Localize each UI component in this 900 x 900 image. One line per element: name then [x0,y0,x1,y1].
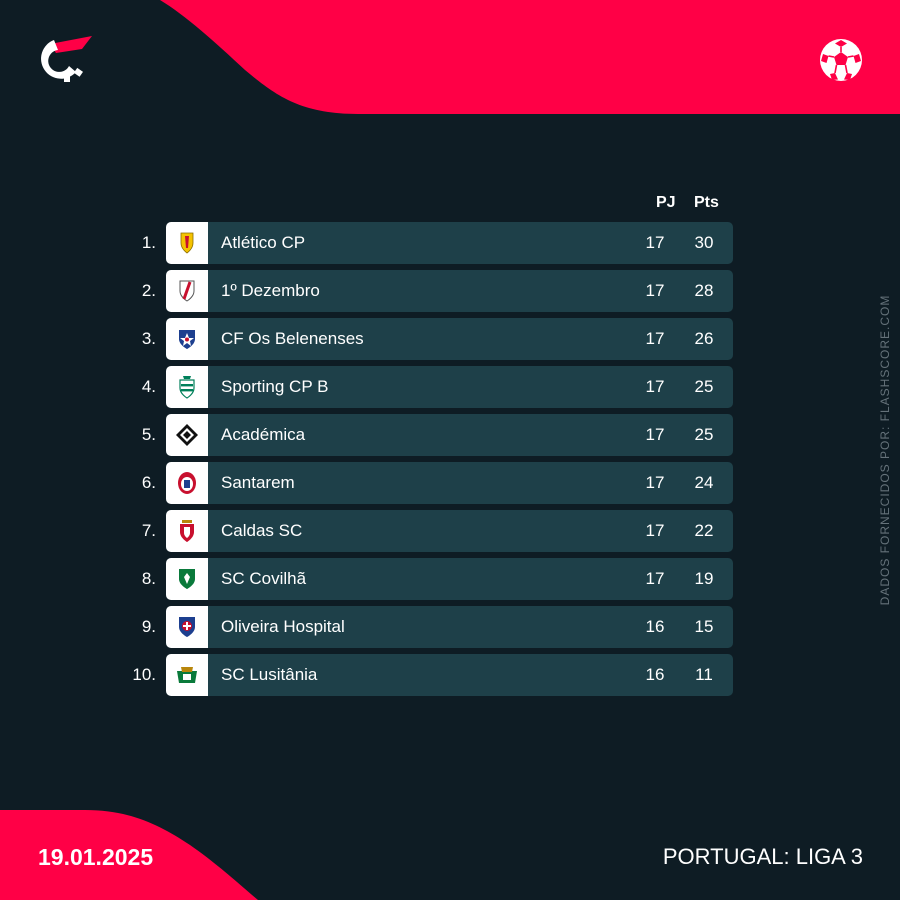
belenenses-crest-icon [179,330,195,349]
points: 25 [694,425,714,444]
points: 15 [694,617,714,636]
crest-box [166,270,208,312]
1-dezembro-crest-icon [179,280,195,302]
column-header-points: Pts [694,194,719,211]
academica-crest-icon [176,424,198,446]
standings-row: Académica 17 25 [166,414,733,456]
points: 22 [694,521,714,540]
lusitania-crest-icon [177,667,197,683]
standings-row: Oliveira Hospital 16 15 [166,606,733,648]
games-played: 17 [645,425,665,444]
crest-box [166,510,208,552]
points: 30 [694,233,714,252]
standings-row: Caldas SC 17 22 [166,510,733,552]
santarem-crest-icon [178,472,196,494]
crest-box [166,366,208,408]
caldas-crest-icon [180,520,194,542]
team-name: SC Covilhã [221,569,307,588]
standings-row: Sporting CP B 17 25 [166,366,733,408]
team-name: Santarem [221,473,295,492]
standings-row: Atlético CP 17 30 [166,222,733,264]
points: 28 [694,281,714,300]
date-label: 19.01.2025 [38,844,154,870]
games-played: 17 [645,521,665,540]
rank-label: 8. [141,569,156,588]
games-played: 17 [645,473,665,492]
crest-box [166,414,208,456]
points: 25 [694,377,714,396]
crest-box [166,606,208,648]
crest-box [166,318,208,360]
crest-box [166,462,208,504]
standings-row: Santarem 17 24 [166,462,733,504]
team-name: Sporting CP B [221,377,329,396]
team-name: Académica [221,425,306,444]
games-played: 16 [645,617,665,636]
flashscore-logo-icon [41,36,92,82]
standings-row: SC Covilhã 17 19 [166,558,733,600]
games-played: 17 [645,377,665,396]
crest-box [166,222,208,264]
games-played: 17 [645,329,665,348]
rank-label: 3. [141,329,156,348]
team-name: SC Lusitânia [221,665,318,684]
team-name: CF Os Belenenses [221,329,364,348]
standings-row: CF Os Belenenses 17 26 [166,318,733,360]
data-source-credit: DADOS FORNECIDOS POR: FLASHSCORE.COM [878,294,892,606]
column-header-played: PJ [656,194,676,211]
team-name: 1º Dezembro [221,281,320,300]
top-red-banner [160,0,900,114]
points: 24 [694,473,714,492]
oliveira-hospital-crest-icon [179,617,195,637]
team-name: Oliveira Hospital [221,617,345,636]
rank-label: 4. [141,377,156,396]
standings-row: SC Lusitânia 16 11 [166,654,733,696]
crest-box [166,558,208,600]
sporting-crest-icon [179,376,195,399]
rank-label: 9. [141,617,156,636]
rank-label: 6. [141,473,156,492]
rank-label: 5. [141,425,156,444]
bottom-red-banner [0,810,258,900]
team-name: Caldas SC [221,521,303,540]
football-icon [820,39,862,81]
points: 19 [694,569,714,588]
points: 11 [695,665,713,684]
league-label: PORTUGAL: LIGA 3 [662,844,863,869]
standings-row: 1º Dezembro 17 28 [166,270,733,312]
points: 26 [694,329,714,348]
games-played: 17 [645,281,665,300]
rank-label: 7. [141,521,156,540]
rank-label: 2. [141,281,156,300]
covilha-crest-icon [179,569,195,589]
atletico-cp-crest-icon [180,232,194,254]
team-name: Atlético CP [221,233,306,252]
rank-label: 1. [141,233,156,252]
crest-box [166,654,208,696]
games-played: 16 [645,665,665,684]
games-played: 17 [645,569,665,588]
rank-label: 10. [132,665,156,684]
games-played: 17 [645,233,665,252]
